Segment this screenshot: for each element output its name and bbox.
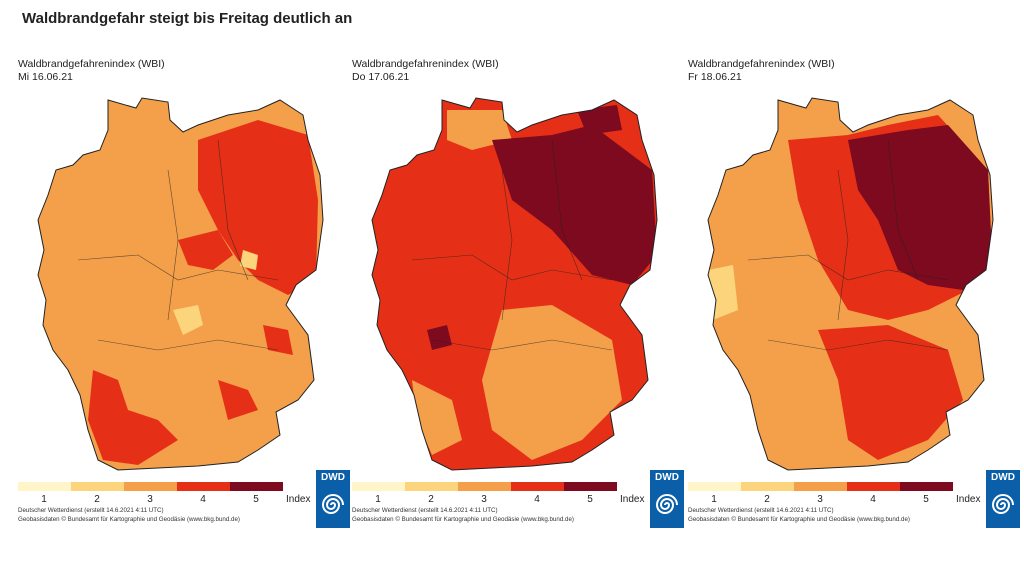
level4-area — [198, 120, 318, 295]
legend: 1 2 3 4 5 Index — [18, 482, 318, 510]
legend-label-2: 2 — [428, 494, 434, 505]
map-panel-wed: Waldbrandgefahrenindex (WBI) Mi 16.06.21… — [18, 50, 353, 530]
level4-area — [263, 325, 293, 355]
panel-heading: Waldbrandgefahrenindex (WBI) Mi 16.06.21 — [18, 58, 165, 84]
legend-swatch-3 — [124, 482, 177, 491]
legend-label-4: 4 — [870, 494, 876, 505]
level4-area — [218, 380, 258, 420]
country-border — [707, 97, 994, 471]
country-border — [371, 97, 658, 471]
legend-label-2: 2 — [94, 494, 100, 505]
legend-swatch-2 — [741, 482, 794, 491]
state-borders — [747, 139, 949, 351]
level2-area — [708, 265, 738, 320]
spiral-icon — [655, 494, 678, 514]
level4-area — [178, 230, 233, 270]
legend-swatch-2 — [71, 482, 124, 491]
legend-swatch-1 — [18, 482, 71, 491]
spiral-icon — [321, 494, 344, 514]
state-borders — [411, 139, 613, 351]
dwd-logo-text: DWD — [321, 472, 345, 483]
legend-label-4: 4 — [534, 494, 540, 505]
legend-swatch-5 — [564, 482, 617, 491]
level2-area — [240, 250, 258, 270]
legend: 1 2 3 4 5 Index — [352, 482, 652, 510]
germany-fire-danger-map — [37, 97, 324, 471]
level2-area — [173, 305, 203, 335]
forecast-date: Do 17.06.21 — [352, 71, 410, 83]
legend-swatch-2 — [405, 482, 458, 491]
credit-line-1: Deutscher Wetterdienst (erstellt 14.6.20… — [352, 507, 498, 514]
germany-fire-danger-map — [371, 97, 658, 471]
dwd-logo: DWD — [986, 470, 1020, 528]
forecast-date: Mi 16.06.21 — [18, 71, 73, 83]
germany-fire-danger-map — [707, 97, 994, 471]
legend-label-3: 3 — [817, 494, 823, 505]
level4-area — [818, 325, 963, 460]
panel-heading: Waldbrandgefahrenindex (WBI) Fr 18.06.21 — [688, 58, 835, 84]
index-title: Waldbrandgefahrenindex (WBI) — [352, 58, 499, 70]
dwd-logo: DWD — [316, 470, 350, 528]
legend-unit: Index — [956, 494, 981, 505]
legend-label-3: 3 — [481, 494, 487, 505]
state-borders — [77, 139, 279, 351]
legend-swatch-5 — [900, 482, 953, 491]
country-border — [37, 97, 324, 471]
legend-label-5: 5 — [587, 494, 593, 505]
legend-color-bar — [352, 482, 617, 491]
level5-area — [492, 125, 657, 285]
index-title: Waldbrandgefahrenindex (WBI) — [688, 58, 835, 70]
credits: Deutscher Wetterdienst (erstellt 14.6.20… — [688, 507, 910, 524]
legend-color-bar — [688, 482, 953, 491]
credits: Deutscher Wetterdienst (erstellt 14.6.20… — [18, 507, 240, 524]
legend-swatch-4 — [847, 482, 900, 491]
forecast-date: Fr 18.06.21 — [688, 71, 742, 83]
legend-unit: Index — [286, 494, 311, 505]
legend-label-4: 4 — [200, 494, 206, 505]
legend-swatch-1 — [688, 482, 741, 491]
legend-label-1: 1 — [375, 494, 381, 505]
legend-swatch-4 — [511, 482, 564, 491]
legend-color-bar — [18, 482, 283, 491]
credit-line-2: Geobasisdaten © Bundesamt für Kartograph… — [18, 515, 240, 523]
level5-area — [427, 325, 452, 350]
dwd-logo-text: DWD — [655, 472, 679, 483]
credit-line-1: Deutscher Wetterdienst (erstellt 14.6.20… — [18, 507, 164, 514]
legend-label-5: 5 — [923, 494, 929, 505]
credit-line-2: Geobasisdaten © Bundesamt für Kartograph… — [688, 515, 910, 523]
legend-label-1: 1 — [41, 494, 47, 505]
level4-area — [88, 370, 178, 465]
credits: Deutscher Wetterdienst (erstellt 14.6.20… — [352, 507, 574, 524]
map-panel-thu: Waldbrandgefahrenindex (WBI) Do 17.06.21… — [352, 50, 687, 530]
spiral-icon — [991, 494, 1014, 514]
legend-swatch-4 — [177, 482, 230, 491]
index-title: Waldbrandgefahrenindex (WBI) — [18, 58, 165, 70]
page-title: Waldbrandgefahr steigt bis Freitag deutl… — [22, 10, 353, 27]
credit-line-1: Deutscher Wetterdienst (erstellt 14.6.20… — [688, 507, 834, 514]
legend-label-3: 3 — [147, 494, 153, 505]
legend-label-1: 1 — [711, 494, 717, 505]
legend-swatch-3 — [794, 482, 847, 491]
panel-heading: Waldbrandgefahrenindex (WBI) Do 17.06.21 — [352, 58, 499, 84]
map-panel-fri: Waldbrandgefahrenindex (WBI) Fr 18.06.21… — [688, 50, 1023, 530]
legend-label-2: 2 — [764, 494, 770, 505]
dwd-logo: DWD — [650, 470, 684, 528]
dwd-logo-text: DWD — [991, 472, 1015, 483]
legend-unit: Index — [620, 494, 645, 505]
level3-area — [482, 305, 622, 460]
credit-line-2: Geobasisdaten © Bundesamt für Kartograph… — [352, 515, 574, 523]
legend-swatch-3 — [458, 482, 511, 491]
level5-area — [848, 125, 993, 290]
legend-label-5: 5 — [253, 494, 259, 505]
legend-swatch-1 — [352, 482, 405, 491]
legend: 1 2 3 4 5 Index — [688, 482, 988, 510]
level5-area — [577, 105, 622, 135]
legend-swatch-5 — [230, 482, 283, 491]
